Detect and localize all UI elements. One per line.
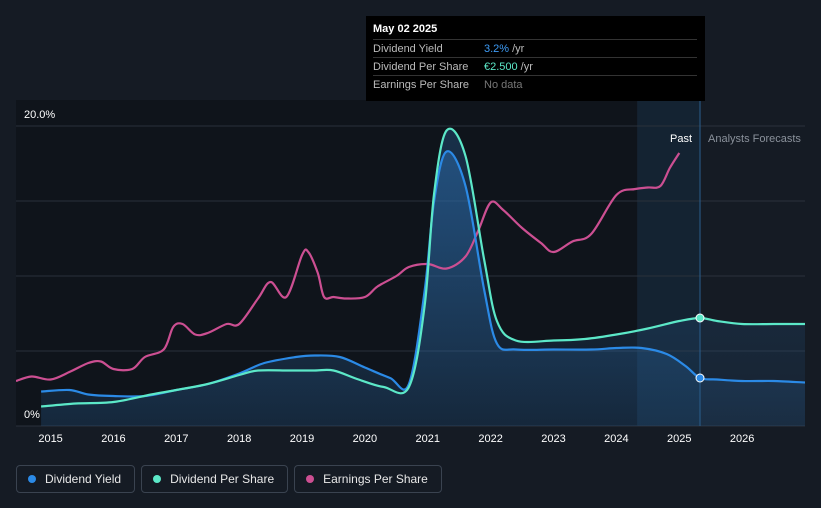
earnings-per-share-line bbox=[16, 152, 681, 383]
x-tick-label: 2019 bbox=[290, 433, 314, 445]
past-label: Past bbox=[670, 133, 692, 145]
legend-dot-icon bbox=[306, 475, 315, 483]
x-tick-label: 2023 bbox=[541, 433, 565, 445]
legend-dot-icon bbox=[153, 475, 162, 483]
y-tick-top: 20.0% bbox=[24, 109, 55, 121]
tooltip-row-earnings-per-share: Earnings Per Share No data bbox=[373, 75, 697, 93]
forecast-label: Analysts Forecasts bbox=[708, 133, 801, 145]
x-tick-label: 2018 bbox=[227, 433, 251, 445]
legend-dividend-per-share[interactable]: Dividend Per Share bbox=[141, 465, 289, 493]
dividend-per-share-area bbox=[41, 128, 805, 426]
tooltip-row-dividend-yield: Dividend Yield 3.2% /yr bbox=[373, 39, 697, 57]
tooltip-label: Dividend Yield bbox=[373, 42, 443, 55]
x-tick-label: 2025 bbox=[667, 433, 691, 445]
tooltip-date: May 02 2025 bbox=[373, 23, 438, 35]
x-tick-label: 2020 bbox=[353, 433, 377, 445]
tooltip: May 02 2025 Dividend Yield 3.2% /yr Divi… bbox=[366, 16, 705, 101]
legend-earnings-per-share[interactable]: Earnings Per Share bbox=[294, 465, 442, 493]
tooltip-unit: /yr bbox=[520, 60, 533, 73]
y-tick-bottom: 0% bbox=[24, 409, 40, 421]
tooltip-unit: /yr bbox=[512, 42, 525, 55]
dividend-yield-marker[interactable] bbox=[695, 373, 705, 383]
x-tick-label: 2015 bbox=[38, 433, 62, 445]
legend-label: Dividend Yield bbox=[45, 472, 122, 486]
tooltip-value: €2.500 bbox=[484, 60, 518, 73]
dividend-per-share-marker[interactable] bbox=[695, 313, 705, 323]
dividend-per-share-line bbox=[41, 127, 805, 408]
x-tick-label: 2016 bbox=[101, 433, 125, 445]
tooltip-value: No data bbox=[484, 78, 523, 91]
x-tick-label: 2024 bbox=[604, 433, 628, 445]
x-tick-label: 2022 bbox=[478, 433, 502, 445]
legend-dot-icon bbox=[28, 475, 36, 483]
tooltip-label: Earnings Per Share bbox=[373, 78, 469, 91]
tooltip-label: Dividend Per Share bbox=[373, 60, 469, 73]
legend-label: Earnings Per Share bbox=[323, 472, 428, 486]
x-tick-label: 2017 bbox=[164, 433, 188, 445]
tooltip-value: 3.2% bbox=[484, 42, 510, 55]
legend: Dividend Yield Dividend Per Share Earnin… bbox=[16, 465, 442, 493]
tooltip-row-dividend-per-share: Dividend Per Share €2.500 /yr bbox=[373, 57, 697, 75]
legend-label: Dividend Per Share bbox=[170, 472, 275, 486]
x-tick-label: 2026 bbox=[730, 433, 754, 445]
x-tick-label: 2021 bbox=[416, 433, 440, 445]
legend-dividend-yield[interactable]: Dividend Yield bbox=[16, 465, 136, 493]
